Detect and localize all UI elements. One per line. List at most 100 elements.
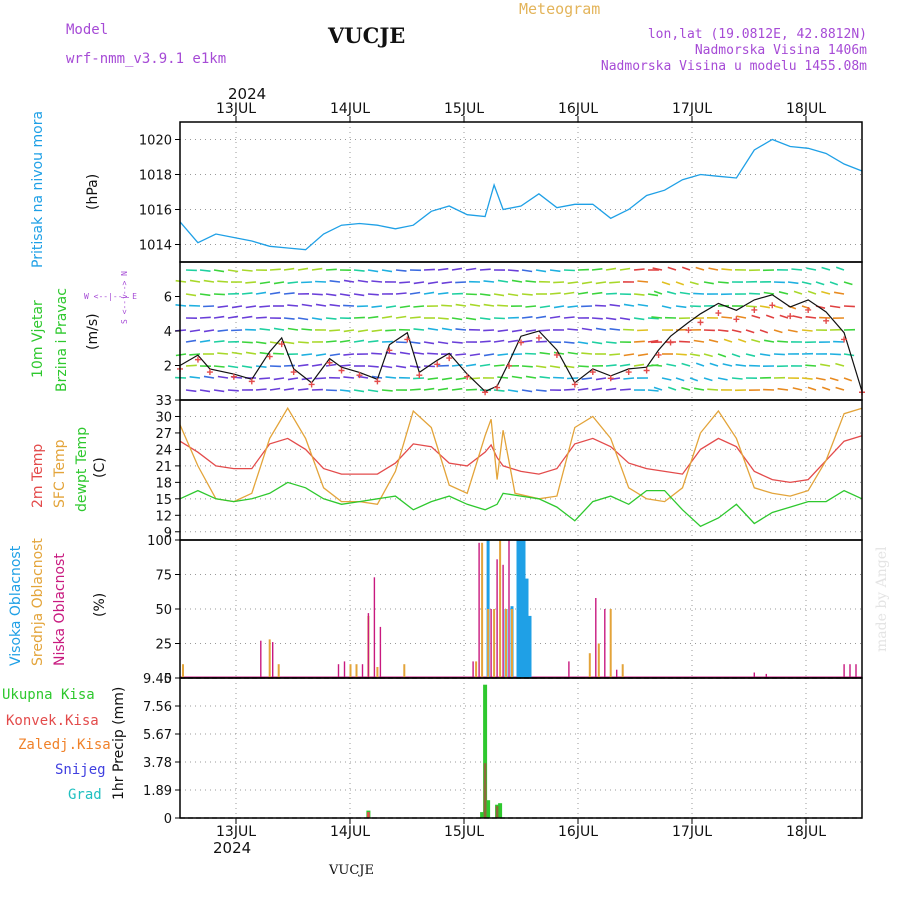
wind-barb bbox=[511, 375, 523, 379]
wind-barb bbox=[666, 290, 677, 295]
wind-barb bbox=[807, 386, 817, 391]
day-label-top: 13JUL bbox=[216, 101, 256, 117]
wind-barb bbox=[539, 329, 551, 332]
wind-barb bbox=[437, 267, 449, 271]
mid-cloud-bar bbox=[268, 639, 271, 678]
wind-barb bbox=[787, 281, 799, 285]
wind-gust-marker bbox=[553, 351, 560, 358]
panel-frame-1 bbox=[179, 121, 863, 263]
wind-barb bbox=[451, 341, 463, 344]
wind-compass-ns: S <--|--> N bbox=[120, 271, 129, 324]
wind-barb bbox=[273, 352, 285, 355]
wind-tick-label: 6 bbox=[164, 291, 172, 306]
wind-barb bbox=[199, 269, 211, 272]
wind-barb bbox=[707, 388, 719, 391]
wind-gust-marker bbox=[494, 384, 501, 391]
wind-barb bbox=[493, 293, 505, 297]
wind-barb bbox=[325, 340, 337, 343]
wind-barb bbox=[367, 365, 379, 368]
wind-barb bbox=[245, 281, 257, 284]
wind-barb bbox=[553, 376, 565, 379]
wind-barb bbox=[703, 377, 713, 382]
wind-barb bbox=[717, 377, 728, 381]
temp-tick-label: 27 bbox=[155, 427, 172, 442]
wind-barb bbox=[367, 269, 379, 273]
wind-barb bbox=[339, 293, 351, 297]
wind-barb bbox=[661, 281, 671, 286]
mid-cloud-bar bbox=[487, 609, 490, 678]
wind-barb bbox=[679, 291, 691, 295]
wind-barb bbox=[423, 268, 435, 271]
wind-barb bbox=[751, 338, 761, 343]
wind-barb bbox=[521, 365, 533, 368]
wind-barb bbox=[409, 316, 421, 319]
low-cloud-bar bbox=[502, 564, 504, 678]
wind-barb bbox=[381, 269, 393, 273]
wind-barb bbox=[381, 389, 393, 392]
wind-barb bbox=[605, 317, 617, 321]
wind-barb bbox=[675, 353, 687, 356]
wind-barb bbox=[357, 329, 369, 333]
wind-barb bbox=[709, 362, 719, 367]
wind-barb bbox=[241, 365, 253, 369]
wind-barb bbox=[283, 341, 295, 345]
wind-barb bbox=[395, 365, 407, 369]
wind-barb bbox=[409, 365, 421, 369]
wind-gust-marker bbox=[715, 310, 722, 317]
wind-gust-marker bbox=[308, 381, 315, 388]
wind-barb bbox=[731, 329, 742, 333]
wind-barb bbox=[315, 353, 327, 357]
temp-tick-label: 9 bbox=[164, 526, 172, 541]
wind-barb bbox=[721, 316, 733, 319]
wind-barb bbox=[455, 328, 467, 331]
high-cloud-bar bbox=[528, 615, 532, 678]
low-cloud-bar bbox=[379, 626, 382, 678]
wind-barb bbox=[801, 329, 813, 332]
mid-cloud-bar bbox=[597, 643, 600, 678]
precip-tick-label: 7.56 bbox=[143, 700, 172, 715]
wind-barb bbox=[297, 341, 309, 344]
precip-unit: 1hr Precip (mm) bbox=[111, 687, 127, 800]
wind-barb bbox=[779, 314, 789, 319]
pressure-unit: (hPa) bbox=[85, 174, 101, 210]
wind-barb bbox=[497, 304, 509, 307]
wind-gust-marker bbox=[535, 334, 542, 341]
wind-barb bbox=[199, 389, 211, 393]
mid-cloud-bar bbox=[621, 664, 624, 678]
wind-barb bbox=[679, 340, 691, 343]
wind-barb bbox=[563, 341, 575, 344]
wind-barb bbox=[185, 389, 197, 393]
temp-unit: (C) bbox=[92, 457, 108, 478]
wind-barb bbox=[581, 352, 593, 355]
wind-barb bbox=[581, 327, 593, 331]
mid-cloud-bar bbox=[475, 661, 478, 678]
wind-barb bbox=[255, 341, 267, 345]
wind-barb bbox=[311, 317, 323, 321]
wind-barb bbox=[213, 269, 225, 273]
wind-barb bbox=[483, 353, 495, 357]
wind-barb bbox=[213, 340, 225, 343]
wind-gust-marker bbox=[643, 367, 650, 374]
wind-barb bbox=[703, 353, 713, 358]
wind-barb bbox=[301, 281, 313, 284]
wind-barb bbox=[731, 377, 743, 380]
low-cloud-bar bbox=[843, 664, 845, 678]
wind-barb bbox=[297, 317, 309, 321]
wind-gust-marker bbox=[805, 306, 812, 313]
wind-compass-we: W <--|--> E bbox=[84, 292, 137, 301]
wind-barb bbox=[633, 340, 645, 343]
wind-barb bbox=[241, 292, 253, 295]
wind-barb bbox=[199, 293, 211, 297]
wind-barb bbox=[507, 339, 519, 343]
wind-barb bbox=[371, 375, 383, 379]
wind-barb bbox=[717, 281, 729, 284]
wind-barb bbox=[835, 362, 845, 367]
wind-barb bbox=[801, 377, 813, 380]
wind-barb bbox=[652, 267, 663, 271]
wind-barb bbox=[409, 341, 421, 345]
wind-barb bbox=[595, 327, 607, 331]
wind-barb bbox=[525, 280, 537, 283]
wind-barb bbox=[567, 351, 579, 355]
wind-barb bbox=[185, 364, 197, 367]
